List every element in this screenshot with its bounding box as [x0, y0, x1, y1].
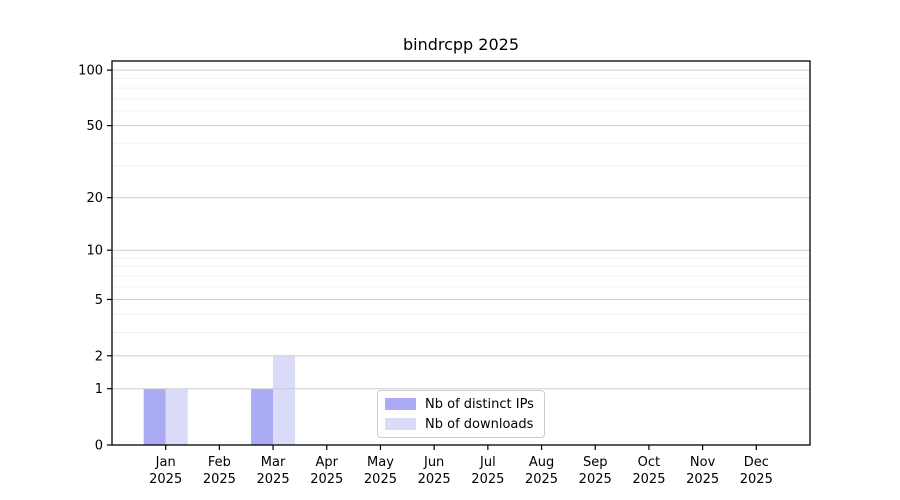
major-gridlines: [112, 69, 810, 390]
x-tick-year-oct: 2025: [632, 472, 665, 487]
y-tick-label-10: 10: [86, 244, 103, 259]
plot-border: [111, 60, 811, 446]
legend: Nb of distinct IPs Nb of downloads: [377, 390, 545, 438]
x-tick-year-may: 2025: [364, 472, 397, 487]
bars: [143, 355, 296, 445]
x-tick-year-jun: 2025: [418, 472, 451, 487]
x-tick-month-may: May: [367, 455, 394, 470]
legend-item-distinct-ips: Nb of distinct IPs: [385, 394, 544, 414]
y-axis: 0 1 2 5 10 20 50 100: [78, 64, 112, 454]
legend-swatch-distinct-ips: [385, 398, 416, 410]
legend-label-downloads: Nb of downloads: [425, 416, 534, 432]
x-tick-month-jun: Jun: [423, 455, 444, 470]
bar-mar-s0: [251, 388, 274, 445]
bar-jan-s0: [143, 388, 166, 445]
x-tick-month-dec: Dec: [744, 455, 769, 470]
x-tick-year-dec: 2025: [740, 472, 773, 487]
x-tick-year-feb: 2025: [203, 472, 236, 487]
x-tick-month-oct: Oct: [638, 455, 660, 470]
y-tick-label-20: 20: [86, 191, 103, 206]
x-tick-month-sep: Sep: [583, 455, 608, 470]
x-tick-year-mar: 2025: [257, 472, 290, 487]
bars-downloads: [165, 355, 296, 445]
x-tick-year-apr: 2025: [310, 472, 343, 487]
minor-gridlines: [112, 78, 810, 333]
x-tick-month-feb: Feb: [208, 455, 231, 470]
x-tick-month-jul: Jul: [479, 455, 496, 470]
x-tick-month-mar: Mar: [261, 455, 286, 470]
legend-swatch-downloads: [385, 418, 416, 430]
legend-label-distinct-ips: Nb of distinct IPs: [425, 396, 534, 412]
y-tick-label-1: 1: [95, 382, 103, 397]
x-tick-year-jan: 2025: [149, 472, 182, 487]
x-tick-year-aug: 2025: [525, 472, 558, 487]
x-tick-month-jan: Jan: [155, 455, 176, 470]
y-tick-label-5: 5: [95, 293, 103, 308]
y-tick-label-50: 50: [86, 119, 103, 134]
x-tick-month-apr: Apr: [316, 455, 339, 470]
chart-title: bindrcpp 2025: [402, 35, 520, 54]
y-tick-label-0: 0: [95, 439, 103, 454]
x-tick-month-nov: Nov: [690, 455, 716, 470]
bar-jan-s1: [165, 388, 188, 445]
bar-mar-s1: [273, 355, 296, 445]
x-tick-year-jul: 2025: [471, 472, 504, 487]
x-tick-month-aug: Aug: [529, 455, 554, 470]
x-tick-year-nov: 2025: [686, 472, 719, 487]
x-axis: Jan 2025 Feb 2025 Mar 2025 Apr 2025 May 2025 Jun 20…: [149, 445, 773, 487]
y-tick-label-2: 2: [95, 349, 103, 364]
y-tick-label-100: 100: [78, 64, 103, 79]
x-tick-year-sep: 2025: [579, 472, 612, 487]
bars-distinct-ips: [143, 388, 274, 445]
legend-item-downloads: Nb of downloads: [385, 414, 544, 434]
